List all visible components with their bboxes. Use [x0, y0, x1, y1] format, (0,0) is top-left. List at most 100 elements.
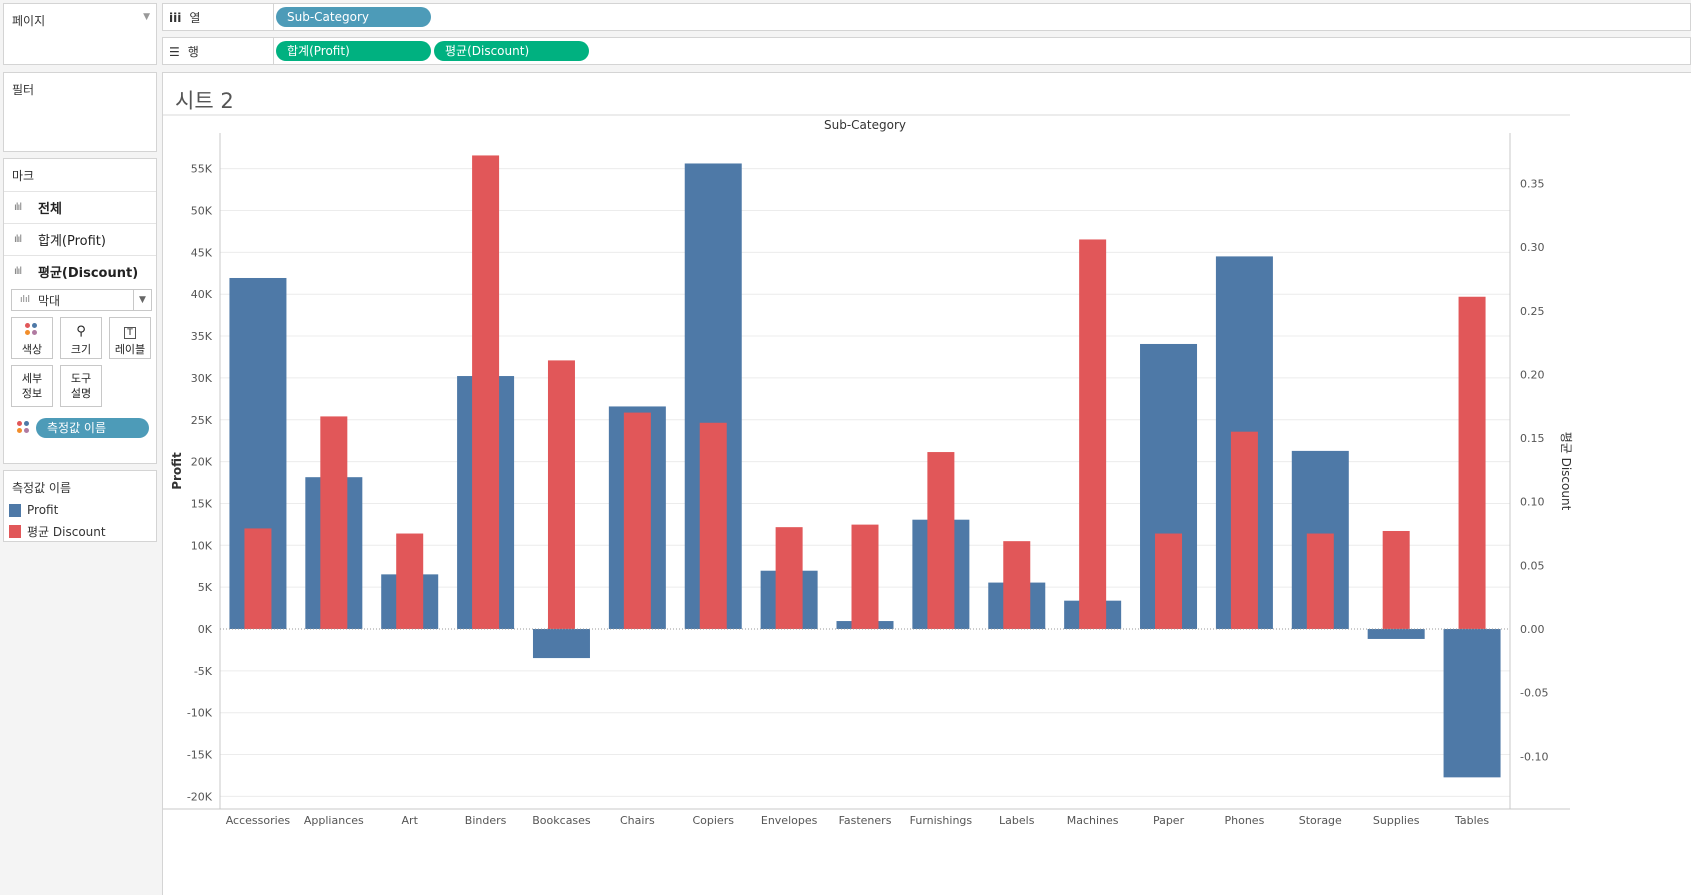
- color-dots-icon: [17, 421, 31, 435]
- detail-button[interactable]: 세부 정보: [11, 365, 53, 407]
- rows-shelf-label: ☰ 행: [169, 43, 199, 60]
- left-tick-label: 0K: [198, 623, 213, 636]
- shelf-divider: [273, 38, 274, 64]
- discount-bar: [775, 527, 803, 629]
- category-label: Bookcases: [532, 814, 591, 827]
- sheet-title: 시트 2: [175, 89, 234, 113]
- discount-bar: [472, 155, 500, 629]
- right-tick-label: -0.05: [1520, 687, 1548, 700]
- discount-bar: [396, 533, 424, 629]
- category-label: Envelopes: [761, 814, 818, 827]
- category-label: Chairs: [620, 814, 655, 827]
- discount-bar: [547, 360, 575, 629]
- right-tick-label: 0.30: [1520, 241, 1545, 254]
- color-label: 색상: [21, 343, 43, 356]
- discount-bar: [927, 452, 955, 629]
- sub-category-pill[interactable]: Sub-Category: [276, 7, 431, 27]
- discount-bar: [1458, 296, 1486, 629]
- discount-bar: [1306, 533, 1334, 629]
- pages-card[interactable]: 페이지 ▼: [3, 3, 157, 65]
- marks-title: 마크: [12, 169, 35, 183]
- legend-label: 평균 Discount: [27, 525, 106, 539]
- left-axis-title: Profit: [170, 452, 184, 490]
- shelf-divider: [273, 4, 274, 30]
- discount-pill[interactable]: 평균(Discount): [434, 41, 589, 61]
- mark-type-select[interactable]: ılıl 막대 ▼: [11, 289, 152, 311]
- column-header: Sub-Category: [824, 118, 906, 132]
- right-tick-label: 0.05: [1520, 559, 1545, 572]
- size-icon: ⚲: [76, 324, 86, 339]
- left-tick-label: 10K: [191, 539, 213, 552]
- legend-label: Profit: [27, 503, 59, 517]
- columns-shelf[interactable]: iii 열 Sub-Category: [162, 3, 1691, 31]
- profit-pill[interactable]: 합계(Profit): [276, 41, 431, 61]
- rows-icon: ☰: [169, 45, 180, 59]
- discount-bar: [623, 412, 651, 629]
- marks-row-all[interactable]: ılıl 전체: [4, 191, 156, 223]
- discount-bar: [320, 416, 348, 629]
- size-button[interactable]: ⚲ 크기: [60, 317, 102, 359]
- discount-bar: [1003, 541, 1031, 629]
- right-axis-title: 평균 Discount: [1559, 432, 1573, 511]
- category-label: Tables: [1454, 814, 1489, 827]
- legend-swatch: [9, 503, 21, 517]
- measure-names-pill[interactable]: 측정값 이름: [36, 418, 149, 438]
- category-label: Storage: [1299, 814, 1342, 827]
- mark-type-value: 막대: [38, 293, 61, 308]
- left-tick-label: 50K: [191, 205, 213, 218]
- detail-label-line1: 세부: [21, 372, 43, 385]
- category-label: Binders: [465, 814, 507, 827]
- category-label: Phones: [1225, 814, 1265, 827]
- right-tick-label: 0.25: [1520, 305, 1545, 318]
- discount-bar: [244, 528, 272, 629]
- legend-title: 측정값 이름: [12, 481, 72, 495]
- filters-card[interactable]: 필터: [3, 72, 157, 152]
- bar-chart: Sub-Category 55K 50K 45K 40K 35K 30K 25K 20K 15K 1…: [163, 114, 1573, 827]
- right-tick-label: 0.20: [1520, 368, 1545, 381]
- color-dots-icon: [12, 323, 52, 341]
- legend-item-discount[interactable]: 평균 Discount: [9, 523, 106, 540]
- left-tick-label: 45K: [191, 246, 213, 259]
- marks-row-discount[interactable]: ılıl 평균(Discount): [4, 255, 156, 287]
- bar-chart-icon: ılıl: [14, 202, 22, 213]
- discount-bar: [1079, 239, 1107, 629]
- color-button[interactable]: 색상: [11, 317, 53, 359]
- right-tick-label: -0.10: [1520, 750, 1548, 763]
- legend-item-profit[interactable]: Profit: [9, 503, 58, 517]
- label-button[interactable]: T 레이블: [109, 317, 151, 359]
- pages-title: 페이지: [12, 14, 46, 28]
- tooltip-button[interactable]: 도구 설명: [60, 365, 102, 407]
- marks-row-label: 평균(Discount): [38, 266, 139, 281]
- bar-chart-icon: ılıl: [20, 295, 31, 305]
- category-label: Supplies: [1373, 814, 1420, 827]
- left-tick-label: 35K: [191, 330, 213, 343]
- columns-label-text: 열: [189, 11, 201, 25]
- color-legend: 측정값 이름 Profit 평균 Discount: [3, 470, 157, 542]
- marks-card: 마크 ılıl 전체 ılıl 합계(Profit) ılıl 평균(Disco…: [3, 158, 157, 464]
- category-label: Labels: [999, 814, 1035, 827]
- left-tick-label: 55K: [191, 163, 213, 176]
- category-label: Paper: [1153, 814, 1185, 827]
- right-tick-label: 0.15: [1520, 432, 1545, 445]
- rows-shelf[interactable]: ☰ 행 합계(Profit) 평균(Discount): [162, 37, 1691, 65]
- left-tick-label: -10K: [187, 707, 213, 720]
- profit-bar: [1367, 629, 1425, 639]
- left-tick-label: 40K: [191, 288, 213, 301]
- left-tick-label: 15K: [191, 497, 213, 510]
- category-label: Fasteners: [839, 814, 892, 827]
- size-label: 크기: [70, 343, 92, 356]
- chevron-down-icon[interactable]: ▼: [133, 290, 151, 310]
- marks-row-label: 합계(Profit): [38, 234, 106, 249]
- category-label: Accessories: [226, 814, 291, 827]
- left-tick-label: -15K: [187, 749, 213, 762]
- discount-bar: [1155, 533, 1183, 629]
- discount-bar: [1230, 431, 1258, 629]
- marks-row-profit[interactable]: ılıl 합계(Profit): [4, 223, 156, 255]
- left-tick-label: 5K: [198, 581, 213, 594]
- left-tick-label: 25K: [191, 414, 213, 427]
- discount-bar: [699, 422, 727, 629]
- bar-chart-icon: ılıl: [14, 234, 22, 245]
- category-label: Appliances: [304, 814, 364, 827]
- chevron-down-icon[interactable]: ▼: [143, 12, 150, 22]
